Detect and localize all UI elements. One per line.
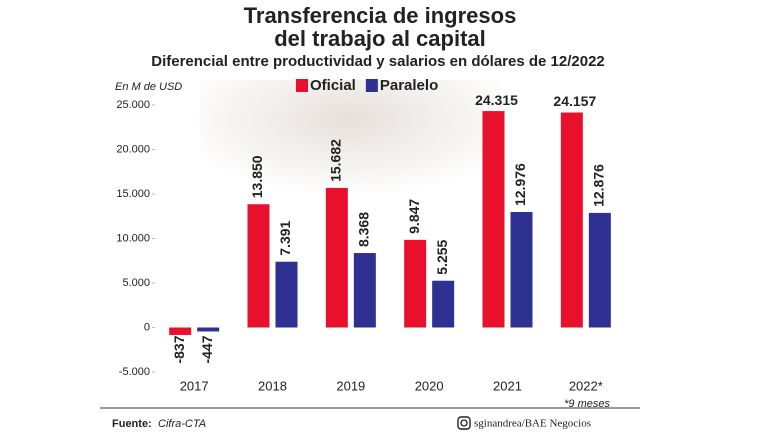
y-tick-label: -5.000 — [119, 366, 150, 378]
note: *9 meses — [564, 398, 610, 410]
y-tick-label: 20.000 — [116, 143, 150, 155]
value-label: 8.368 — [356, 212, 372, 247]
legend-label: Paralelo — [380, 77, 438, 94]
chart-subtitle: Diferencial entre productividad y salari… — [151, 53, 605, 70]
background-photo — [200, 80, 500, 210]
value-label: 15.682 — [328, 139, 344, 182]
legend-label: Oficial — [310, 77, 356, 94]
bar — [197, 327, 220, 332]
value-label: 7.391 — [277, 220, 293, 255]
instagram-icon — [457, 416, 471, 430]
x-tick-label: 2017 — [180, 378, 209, 393]
x-tick-label: 2021 — [493, 378, 522, 393]
bar — [510, 212, 533, 328]
value-label: 12.876 — [591, 164, 607, 207]
bar — [560, 112, 583, 328]
legend-swatch — [365, 79, 378, 92]
source: Cifra-CTA — [158, 418, 206, 430]
y-tick-label: 10.000 — [116, 232, 150, 244]
bar — [275, 261, 298, 328]
credit: sginandrea/BAE Negocios — [474, 418, 591, 430]
value-label: -837 — [171, 335, 187, 363]
bar — [169, 327, 192, 335]
y-tick-label: 15.000 — [116, 188, 150, 200]
value-label: 5.255 — [434, 239, 450, 274]
bar — [247, 204, 270, 328]
bar — [482, 111, 505, 328]
x-tick-label: 2018 — [258, 378, 287, 393]
bar — [325, 187, 348, 328]
legend-swatch — [296, 79, 308, 92]
value-label: 24.157 — [553, 93, 596, 109]
source-label: Fuente: — [112, 418, 152, 430]
x-tick-label: 2019 — [336, 378, 365, 393]
bar — [404, 239, 427, 328]
instagram-icon — [460, 419, 468, 427]
chart-title: del trabajo al capital — [274, 26, 486, 51]
bar — [353, 253, 376, 328]
x-tick-label: 2022* — [569, 378, 603, 393]
bar — [432, 280, 455, 328]
y-tick-label: 5.000 — [122, 277, 150, 289]
x-tick-label: 2020 — [415, 378, 444, 393]
y-axis-label: En M de USD — [115, 81, 182, 93]
bar — [588, 212, 611, 328]
value-label: 12.976 — [512, 163, 528, 206]
y-tick-label: 0 — [144, 321, 150, 333]
value-label: -447 — [199, 335, 215, 363]
value-label: 24.315 — [475, 92, 518, 108]
value-label: 9.847 — [406, 199, 422, 234]
y-tick-label: 25.000 — [116, 99, 150, 111]
value-label: 13.850 — [249, 155, 265, 198]
chart-title: Transferencia de ingresos — [244, 3, 517, 28]
